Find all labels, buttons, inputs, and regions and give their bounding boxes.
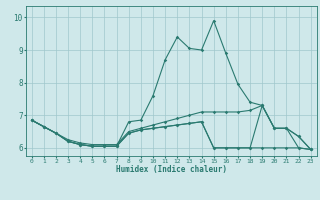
X-axis label: Humidex (Indice chaleur): Humidex (Indice chaleur) xyxy=(116,165,227,174)
